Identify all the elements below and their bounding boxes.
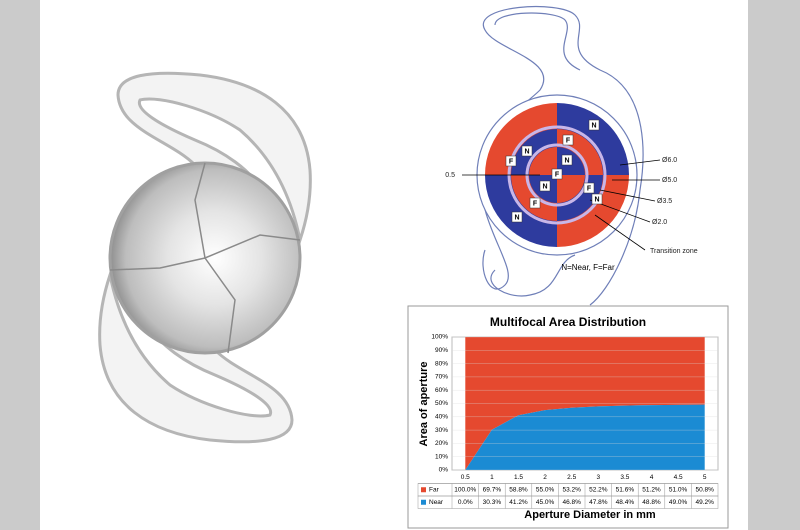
x-tick-label: 3 <box>596 474 600 481</box>
zone-label: N <box>591 122 596 129</box>
lens-illustration <box>98 71 312 444</box>
callout: Ø6.0 <box>662 157 677 164</box>
callout: Ø2.0 <box>652 219 667 226</box>
zone-label-box <box>591 193 603 205</box>
zone-label: N <box>524 148 529 155</box>
chart-title: Multifocal Area Distribution <box>490 315 646 329</box>
data-label: 50.8% <box>695 486 714 493</box>
zone-label: N <box>594 196 599 203</box>
data-label: 45.0% <box>536 499 555 506</box>
zone-label-box <box>521 145 533 157</box>
zone-label-box <box>539 180 551 192</box>
data-label: 58.8% <box>509 486 528 493</box>
zone-label-box <box>588 119 600 131</box>
y-tick-label: 100% <box>431 334 448 341</box>
y-tick-label: 50% <box>435 400 448 407</box>
zone-label: N <box>564 157 569 164</box>
y-tick-label: 60% <box>435 387 448 394</box>
legend-label: Far <box>429 486 440 493</box>
y-tick-label: 10% <box>435 453 448 460</box>
zone-label-box <box>529 197 541 209</box>
x-tick-label: 2.5 <box>567 474 576 481</box>
x-tick-label: 1.5 <box>514 474 523 481</box>
callout: Transition zone <box>650 248 698 255</box>
legend-swatch <box>421 499 426 505</box>
data-label: 48.4% <box>616 499 635 506</box>
data-label: 48.8% <box>642 499 661 506</box>
x-tick-label: 1 <box>490 474 494 481</box>
y-tick-label: 30% <box>435 427 448 434</box>
zone-label: F <box>533 200 538 207</box>
zone-label: F <box>509 158 514 165</box>
x-tick-label: 4 <box>650 474 654 481</box>
zone-label-box <box>551 168 563 180</box>
data-label: 51.0% <box>669 486 688 493</box>
zone-label: F <box>587 185 592 192</box>
zone-label: N <box>514 214 519 221</box>
data-label: 51.6% <box>616 486 635 493</box>
zone-label: F <box>555 171 560 178</box>
zone-label-box <box>583 182 595 194</box>
callout: Ø3.5 <box>657 198 672 205</box>
area-near <box>465 404 705 470</box>
diagram-legend: N=Near, F=Far <box>561 263 615 272</box>
x-tick-label: 0.5 <box>461 474 470 481</box>
y-tick-label: 70% <box>435 374 448 381</box>
zone-label: N <box>542 183 547 190</box>
x-axis-title: Aperture Diameter in mm <box>524 509 656 521</box>
legend-swatch <box>421 487 426 493</box>
haptic-outline <box>490 12 581 297</box>
data-label: 100.0% <box>454 486 476 493</box>
zone <box>557 175 585 203</box>
side-band <box>748 0 800 530</box>
legend-label: Near <box>429 499 444 506</box>
data-label: 49.0% <box>669 499 688 506</box>
zone <box>529 147 557 175</box>
y-tick-label: 20% <box>435 440 448 447</box>
zone-label-box <box>562 134 574 146</box>
data-label: 46.8% <box>562 499 581 506</box>
data-label: 47.8% <box>589 499 608 506</box>
callout: 0.5 <box>445 172 455 179</box>
data-label: 69.7% <box>483 486 502 493</box>
data-label: 0.0% <box>458 499 473 506</box>
callout: Ø5.0 <box>662 177 677 184</box>
y-axis-title: Area of aperture <box>418 362 430 447</box>
data-label: 51.2% <box>642 486 661 493</box>
y-tick-label: 0% <box>439 467 449 474</box>
zone-label-box <box>511 211 523 223</box>
data-label: 52.2% <box>589 486 608 493</box>
zone-label-box <box>505 155 517 167</box>
x-tick-label: 2 <box>543 474 547 481</box>
side-band <box>0 0 40 530</box>
data-label: 55.0% <box>536 486 555 493</box>
zone-label: F <box>566 137 571 144</box>
data-label: 49.2% <box>695 499 714 506</box>
table-row <box>417 495 719 509</box>
x-tick-label: 3.5 <box>620 474 629 481</box>
data-label: 53.2% <box>562 486 581 493</box>
y-tick-label: 40% <box>435 414 448 421</box>
data-label: 41.2% <box>509 499 528 506</box>
x-tick-label: 5 <box>703 474 707 481</box>
data-label: 30.3% <box>483 499 502 506</box>
x-tick-label: 4.5 <box>674 474 683 481</box>
y-tick-label: 80% <box>435 360 448 367</box>
zone-label-box <box>561 154 573 166</box>
y-tick-label: 90% <box>435 347 448 354</box>
